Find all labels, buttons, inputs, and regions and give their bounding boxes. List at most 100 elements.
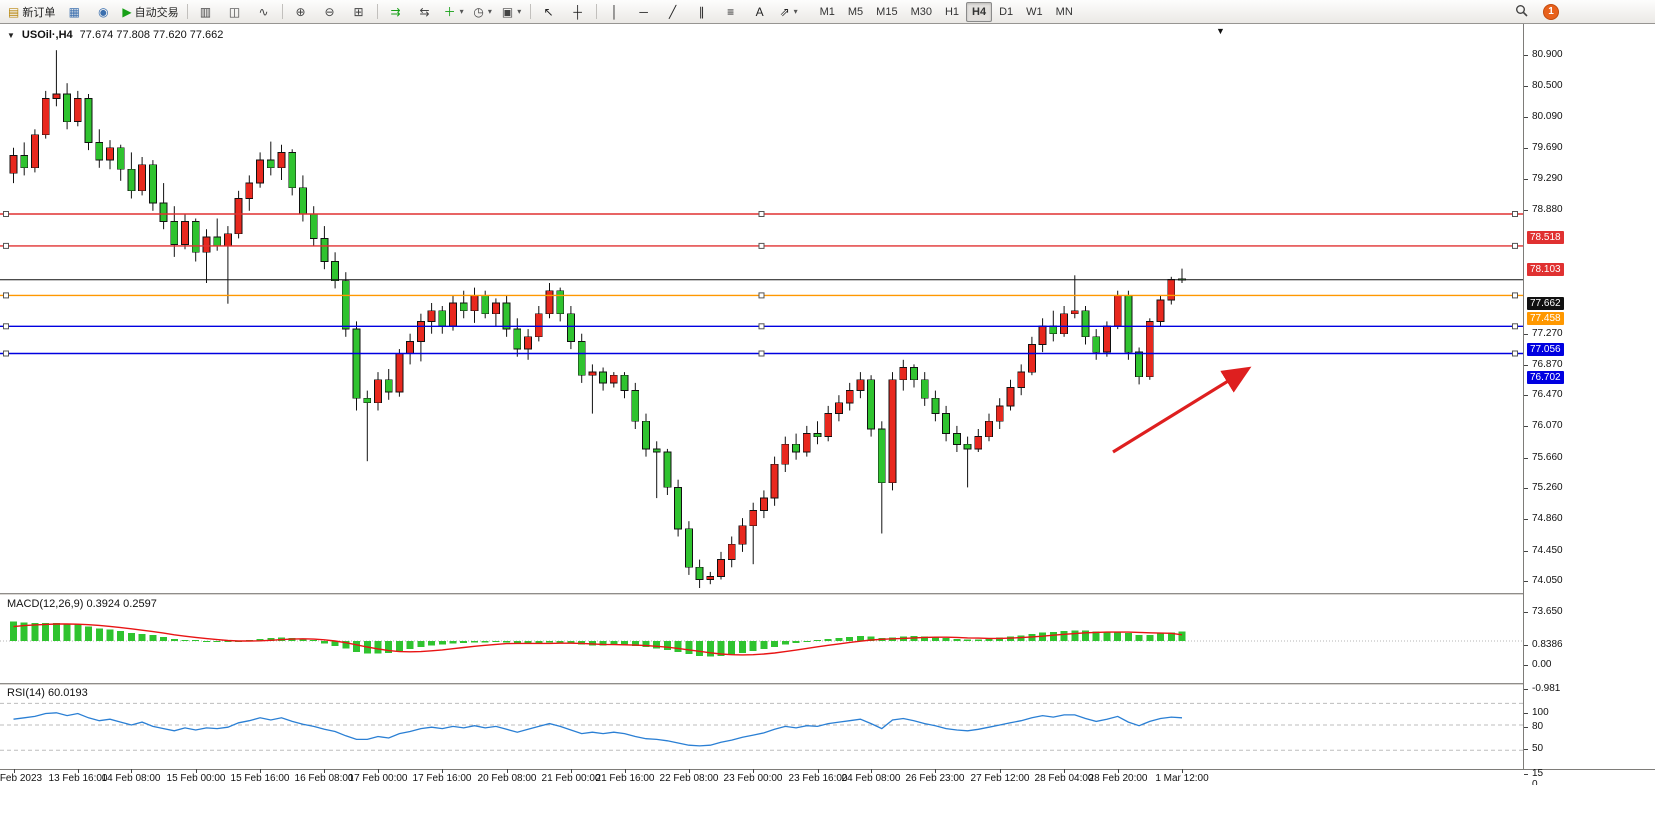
line-chart-button[interactable]: ∿ xyxy=(250,1,278,23)
auto-scroll-button[interactable]: ⇉ xyxy=(382,1,410,23)
line-selection-handle[interactable] xyxy=(758,292,765,299)
profile-icon: ◉ xyxy=(98,4,109,19)
periods-button[interactable]: ◷ ▾ xyxy=(469,1,497,23)
candle-body xyxy=(995,405,1004,422)
chart-shift-button[interactable]: ⇆ xyxy=(411,1,439,23)
candle-body xyxy=(727,543,736,561)
macd-histogram-bar xyxy=(685,641,693,655)
crosshair-button[interactable]: ┼ xyxy=(564,1,592,23)
vertical-line-icon: │ xyxy=(610,4,619,19)
candle-body xyxy=(363,397,372,404)
price-axis-label: 78.880 xyxy=(1532,204,1563,215)
new-order-button[interactable]: ▤ 新订单 xyxy=(4,1,59,23)
rsi-pane[interactable] xyxy=(0,685,1523,769)
macd-histogram-bar xyxy=(996,637,1004,641)
notification-badge[interactable]: 1 xyxy=(1543,3,1559,20)
candle-body xyxy=(234,198,243,235)
price-axis[interactable]: 80.900 80.500 80.090 79.690 79.290 78.880 77.2… xyxy=(1523,24,1655,790)
cursor-button[interactable]: ↖ xyxy=(535,1,563,23)
bar-chart-button[interactable]: ▥ xyxy=(192,1,220,23)
line-selection-handle[interactable] xyxy=(3,323,9,330)
timeframe-D1-button[interactable]: D1 xyxy=(999,5,1014,18)
auto-trading-button[interactable]: ▶ 自动交易 xyxy=(118,1,182,23)
line-selection-handle[interactable] xyxy=(758,242,765,249)
line-selection-handle[interactable] xyxy=(1512,323,1518,330)
candle-body xyxy=(223,233,232,247)
new-order-icon: ▤ xyxy=(8,4,20,19)
candle-body xyxy=(1028,344,1036,373)
candle-body xyxy=(749,509,758,527)
time-axis-label: 26 Feb 23:00 xyxy=(905,773,965,784)
price-axis-label: 73.650 xyxy=(1532,606,1563,617)
horizontal-line-button[interactable]: ─ xyxy=(630,1,658,23)
macd-histogram-bar xyxy=(395,641,403,652)
macd-histogram-bar xyxy=(256,638,264,641)
timeframe-M30-button[interactable]: M30 xyxy=(910,5,932,18)
timeframe-H4-button[interactable]: H4 xyxy=(966,1,993,22)
timeframe-H1-button[interactable]: H1 xyxy=(944,5,960,18)
timeframe-M1-button[interactable]: M1 xyxy=(819,5,835,18)
line-selection-handle[interactable] xyxy=(1512,211,1518,217)
timeframe-MN-button[interactable]: MN xyxy=(1055,5,1073,18)
candle-body xyxy=(406,340,415,355)
vertical-line-button[interactable]: │ xyxy=(601,1,629,23)
trendline-icon: ╱ xyxy=(668,4,677,19)
pane-splitter[interactable] xyxy=(0,683,1655,685)
line-selection-handle[interactable] xyxy=(3,350,9,357)
macd-histogram-bar xyxy=(921,636,929,641)
price-chart-pane[interactable] xyxy=(0,24,1523,593)
macd-signal-line xyxy=(13,623,1183,656)
timeframe-W1-button[interactable]: W1 xyxy=(1026,5,1043,18)
candle-body xyxy=(288,151,297,189)
candle-body xyxy=(384,379,393,393)
candle-body xyxy=(706,576,715,580)
line-selection-handle[interactable] xyxy=(1512,350,1518,357)
line-selection-handle[interactable] xyxy=(3,211,9,217)
price-badge: 77.662 xyxy=(1527,297,1564,310)
symbol-menu-icon[interactable]: ▼ xyxy=(7,30,15,40)
search-button[interactable] xyxy=(1507,1,1535,23)
line-selection-handle[interactable] xyxy=(758,211,765,217)
templates-button[interactable]: ▣ ▾ xyxy=(498,1,526,23)
trendline-button[interactable]: ╱ xyxy=(659,1,687,23)
time-axis-label: 13 Feb 2023 xyxy=(0,773,43,784)
macd-histogram-bar xyxy=(406,641,414,650)
macd-pane[interactable] xyxy=(0,595,1523,683)
macd-histogram-bar xyxy=(438,641,446,645)
equidistant-channel-button[interactable]: ∥ xyxy=(688,1,716,23)
timeframe-M15-button[interactable]: M15 xyxy=(876,5,898,18)
trend-arrow-annotation[interactable] xyxy=(1112,366,1252,454)
pane-splitter[interactable] xyxy=(0,593,1655,595)
line-selection-handle[interactable] xyxy=(1512,242,1518,249)
arrows-button[interactable]: ⇗ ▾ xyxy=(775,1,803,23)
candle-chart-button[interactable]: ◫ xyxy=(221,1,249,23)
indicators-button[interactable]: ＋ ▾ xyxy=(440,1,468,23)
timeframe-M5-button[interactable]: M5 xyxy=(847,5,864,18)
chart-shift-marker[interactable]: ▼ xyxy=(1216,26,1225,36)
chart-window-button[interactable]: ▦ xyxy=(60,1,88,23)
tile-windows-button[interactable]: ⊞ xyxy=(345,1,373,23)
candle-body xyxy=(52,93,61,99)
macd-histogram-bar xyxy=(663,641,671,651)
time-axis-label: 23 Feb 16:00 xyxy=(788,773,848,784)
macd-histogram-bar xyxy=(267,638,275,641)
rsi-axis-label: 80 xyxy=(1532,721,1544,732)
macd-label: MACD(12,26,9) 0.3924 0.2597 xyxy=(7,598,157,610)
candle-body xyxy=(277,151,286,169)
line-selection-handle[interactable] xyxy=(758,323,765,330)
time-axis-label: 13 Feb 16:00 xyxy=(48,773,108,784)
line-selection-handle[interactable] xyxy=(3,242,9,249)
line-selection-handle[interactable] xyxy=(758,350,765,357)
profile-button[interactable]: ◉ xyxy=(89,1,117,23)
macd-histogram-bar xyxy=(567,641,575,644)
fibonacci-button[interactable]: ≡ xyxy=(717,1,745,23)
time-axis-label: 21 Feb 00:00 xyxy=(541,773,601,784)
candle-body xyxy=(1124,294,1133,353)
zoom-out-button[interactable]: ⊖ xyxy=(316,1,344,23)
text-label-button[interactable]: A xyxy=(746,1,774,23)
line-selection-handle[interactable] xyxy=(3,292,9,299)
zoom-in-button[interactable]: ⊕ xyxy=(287,1,315,23)
line-selection-handle[interactable] xyxy=(1512,292,1518,299)
